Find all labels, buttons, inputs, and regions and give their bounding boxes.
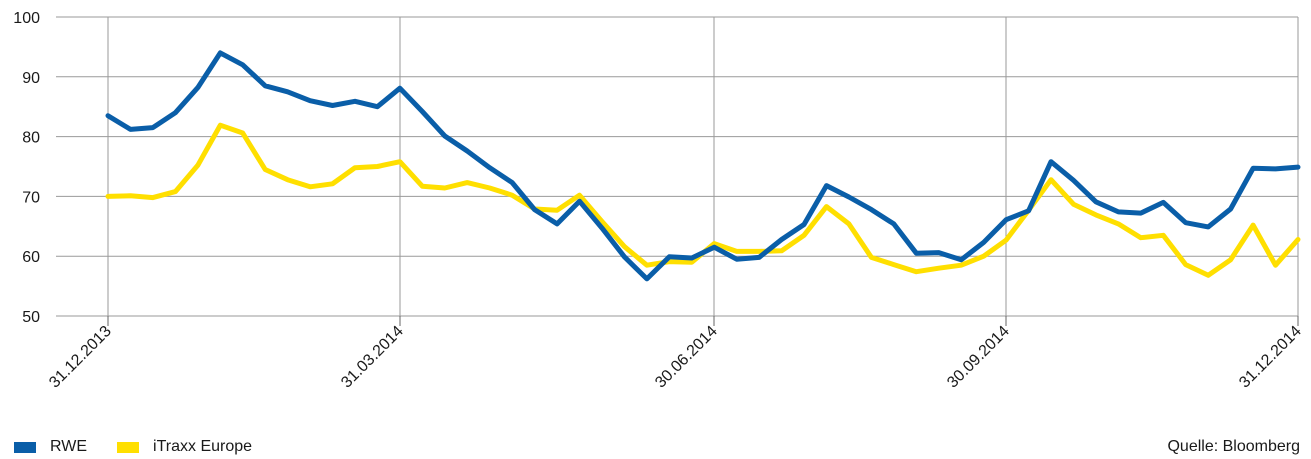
x-tick-label: 31.12.2013 <box>46 323 115 392</box>
y-tick-label: 50 <box>22 309 40 326</box>
grid <box>56 16 1299 326</box>
y-tick-label: 100 <box>13 10 40 27</box>
x-tick-label: 31.03.2014 <box>338 323 407 392</box>
y-tick-label: 70 <box>22 189 40 206</box>
y-tick-label: 60 <box>22 249 40 266</box>
legend-label-rwe: RWE <box>50 438 88 455</box>
y-tick-label: 90 <box>22 70 40 87</box>
legend-swatch-itraxx <box>117 441 140 453</box>
y-tick-label: 80 <box>22 130 40 147</box>
source-note: Quelle: Bloomberg <box>1167 438 1300 455</box>
legend: RWE iTraxx Europe <box>14 438 282 456</box>
legend-swatch-rwe <box>14 441 36 453</box>
y-axis-ticks: 50 60 70 80 90 100 <box>13 10 40 326</box>
legend-item-itraxx: iTraxx Europe <box>117 438 252 456</box>
x-tick-label: 30.06.2014 <box>652 323 721 392</box>
series-lines <box>105 50 1301 282</box>
series-line-rwe <box>105 50 1301 282</box>
legend-label-itraxx: iTraxx Europe <box>153 438 253 455</box>
legend-item-rwe: RWE <box>14 438 87 456</box>
line-chart: 50 60 70 80 90 100 31.12.2013 31.03.2014 30.06.… <box>13 10 1305 392</box>
x-tick-label: 30.09.2014 <box>944 323 1013 392</box>
x-axis-ticks: 31.12.2013 31.03.2014 30.06.2014 30.09.2014… <box>46 323 1305 392</box>
x-tick-label: 31.12.2014 <box>1236 323 1305 392</box>
